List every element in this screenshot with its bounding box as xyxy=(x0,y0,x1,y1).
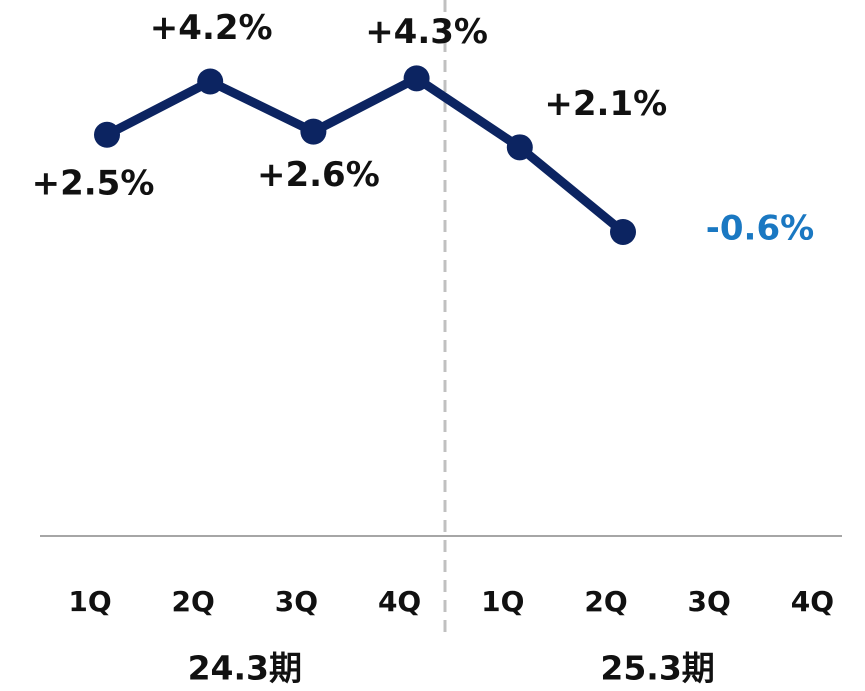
x-tick-label: 4Q xyxy=(378,585,421,618)
point xyxy=(506,134,533,161)
x-tick-label: 1Q xyxy=(68,585,111,618)
value-label: +2.1% xyxy=(544,84,667,124)
point xyxy=(610,218,636,245)
value-label: +2.6% xyxy=(257,155,380,195)
value-label: -0.6% xyxy=(706,208,814,248)
line xyxy=(104,73,626,236)
x-tick-label: 3Q xyxy=(688,585,731,618)
group-label: 24.3期 xyxy=(188,649,302,688)
value-label: +2.5% xyxy=(32,163,155,203)
value-label: +4.2% xyxy=(150,8,273,48)
x-tick-label: 1Q xyxy=(481,585,524,618)
point xyxy=(300,118,327,145)
point xyxy=(94,121,120,148)
x-tick-label: 4Q xyxy=(791,585,834,618)
point xyxy=(403,65,430,92)
x-tick-label: 3Q xyxy=(275,585,318,618)
point xyxy=(197,68,224,95)
group-label: 25.3期 xyxy=(600,649,714,688)
x-tick-label: 2Q xyxy=(172,585,215,618)
x-tick-label: 2Q xyxy=(584,585,627,618)
value-label: +4.3% xyxy=(365,12,488,52)
